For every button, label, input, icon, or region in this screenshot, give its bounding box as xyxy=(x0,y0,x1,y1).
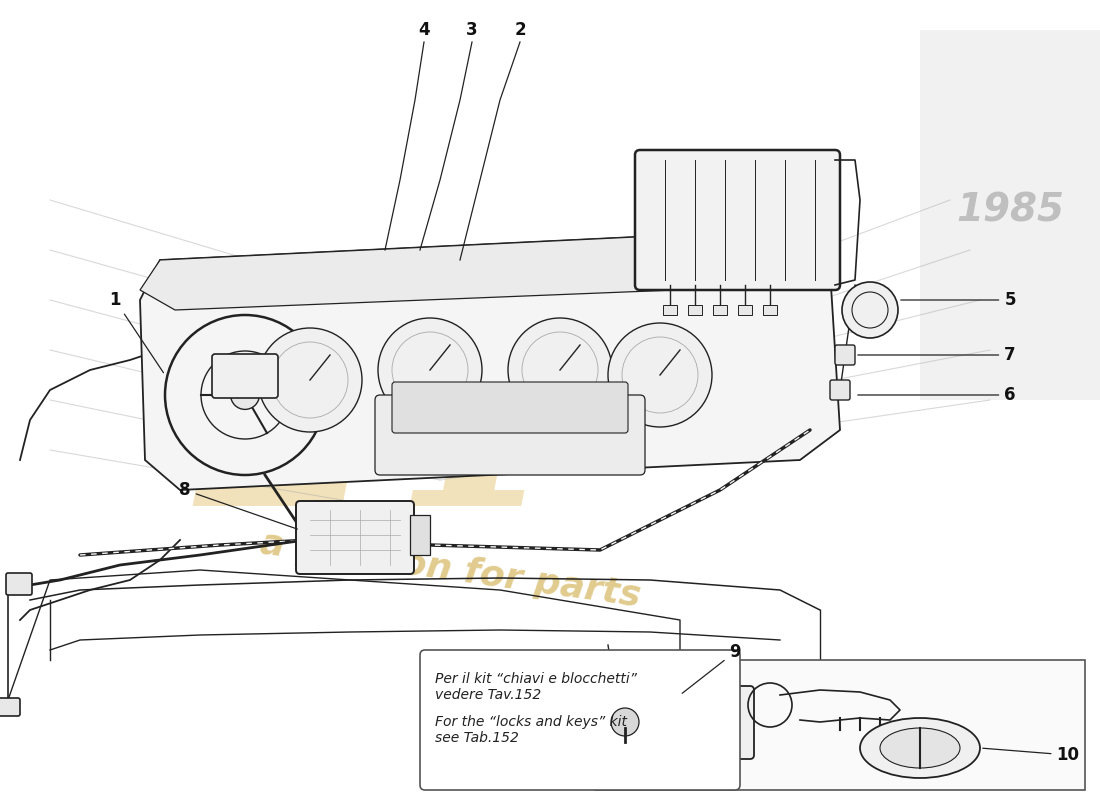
FancyBboxPatch shape xyxy=(738,305,752,315)
FancyBboxPatch shape xyxy=(688,305,702,315)
FancyBboxPatch shape xyxy=(835,345,855,365)
FancyBboxPatch shape xyxy=(410,515,430,555)
Text: a passion for parts: a passion for parts xyxy=(257,526,642,614)
Text: 4: 4 xyxy=(363,295,557,565)
Circle shape xyxy=(378,318,482,422)
Circle shape xyxy=(508,318,612,422)
FancyBboxPatch shape xyxy=(420,650,740,790)
Text: 4: 4 xyxy=(418,21,430,39)
Circle shape xyxy=(608,323,712,427)
Circle shape xyxy=(610,708,639,736)
FancyBboxPatch shape xyxy=(763,305,777,315)
FancyBboxPatch shape xyxy=(392,382,628,433)
Text: Per il kit “chiavi e blocchetti”
vedere Tav.152: Per il kit “chiavi e blocchetti” vedere … xyxy=(434,672,637,702)
FancyBboxPatch shape xyxy=(713,305,727,315)
Text: For the “locks and keys” kit
see Tab.152: For the “locks and keys” kit see Tab.152 xyxy=(434,715,627,746)
Ellipse shape xyxy=(880,728,960,768)
Text: 2: 2 xyxy=(514,21,526,39)
Text: 1985: 1985 xyxy=(956,191,1064,229)
FancyBboxPatch shape xyxy=(616,686,754,759)
Text: 6: 6 xyxy=(858,386,1015,404)
Polygon shape xyxy=(140,230,840,490)
Circle shape xyxy=(258,328,362,432)
Text: 8: 8 xyxy=(179,481,297,529)
Text: 2: 2 xyxy=(194,295,386,565)
FancyBboxPatch shape xyxy=(212,354,278,398)
Polygon shape xyxy=(140,230,830,310)
Circle shape xyxy=(842,282,898,338)
FancyBboxPatch shape xyxy=(375,395,645,475)
FancyBboxPatch shape xyxy=(635,150,840,290)
FancyBboxPatch shape xyxy=(920,30,1100,400)
Circle shape xyxy=(593,690,657,754)
FancyBboxPatch shape xyxy=(6,573,32,595)
Circle shape xyxy=(231,381,260,410)
Text: 5: 5 xyxy=(901,291,1015,309)
Text: 1: 1 xyxy=(109,291,164,373)
Text: 9: 9 xyxy=(682,643,740,694)
Text: 3: 3 xyxy=(466,21,477,39)
Text: 7: 7 xyxy=(858,346,1015,364)
FancyBboxPatch shape xyxy=(830,380,850,400)
FancyBboxPatch shape xyxy=(595,660,1085,790)
FancyBboxPatch shape xyxy=(663,305,676,315)
Text: 10: 10 xyxy=(982,746,1079,764)
FancyBboxPatch shape xyxy=(0,698,20,716)
Ellipse shape xyxy=(860,718,980,778)
FancyBboxPatch shape xyxy=(296,501,414,574)
